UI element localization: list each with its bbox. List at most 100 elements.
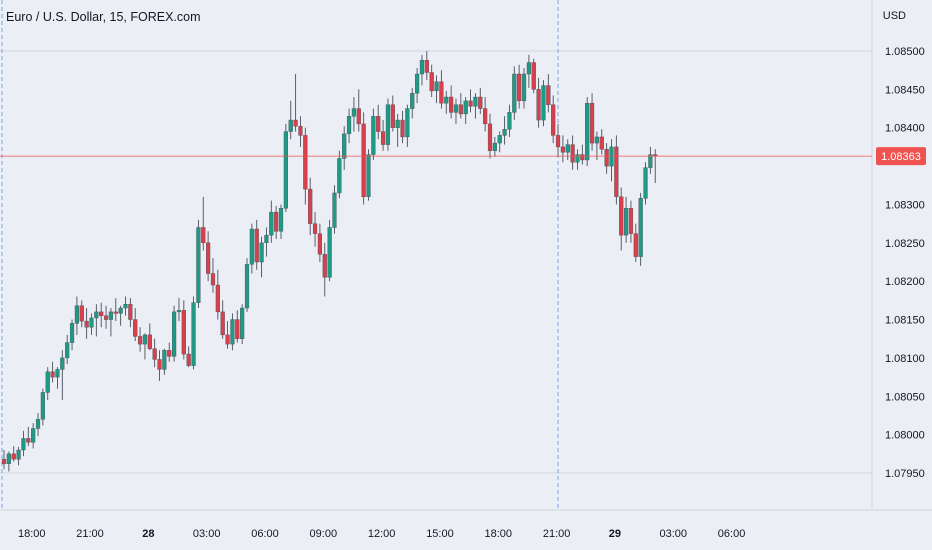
- candle-down: [225, 321, 230, 349]
- x-tick-label: 28: [142, 528, 154, 540]
- candle-body: [560, 146, 565, 153]
- candle-body: [274, 211, 279, 232]
- y-tick-label: 1.08500: [885, 46, 925, 58]
- candle-up: [405, 104, 410, 147]
- candle-up: [288, 100, 293, 140]
- candle-up: [16, 446, 21, 466]
- candle-body: [555, 135, 561, 148]
- candle-up: [643, 162, 648, 205]
- candle-body: [429, 72, 434, 92]
- candle-body: [463, 100, 468, 115]
- candle-up: [176, 298, 182, 322]
- candle-body: [201, 227, 206, 244]
- candle-up: [366, 149, 371, 201]
- candle-up: [35, 413, 41, 437]
- candle-body: [405, 108, 410, 138]
- candle-down: [79, 300, 84, 328]
- candle-body: [410, 92, 415, 109]
- candle-body: [142, 334, 148, 345]
- candle-body: [638, 198, 643, 257]
- candle-up: [283, 123, 288, 213]
- y-tick-label: 1.08250: [885, 238, 925, 250]
- candle-body: [6, 453, 11, 464]
- candle-body: [342, 133, 347, 159]
- y-tick-label: 1.08400: [885, 123, 925, 135]
- candle-body: [254, 228, 259, 263]
- candle-body: [599, 136, 604, 150]
- candle-body: [478, 96, 483, 109]
- candle-down: [147, 323, 152, 351]
- candle-body: [380, 131, 386, 145]
- y-tick-label: 1.08300: [885, 199, 925, 211]
- candle-up: [108, 308, 114, 337]
- candle-body: [531, 62, 536, 90]
- candle-body: [619, 196, 624, 236]
- candle-up: [453, 98, 459, 124]
- candle-body: [487, 123, 493, 151]
- candle-down: [293, 74, 298, 132]
- candle-body: [633, 233, 638, 257]
- candle-up: [463, 97, 468, 124]
- candle-body: [351, 108, 357, 117]
- candle-down: [99, 302, 104, 328]
- candle-down: [26, 426, 31, 447]
- candle-up: [507, 104, 512, 137]
- candle-down: [133, 308, 138, 342]
- x-tick-label: 12:00: [368, 528, 396, 540]
- candle-body: [118, 307, 123, 314]
- candle-up: [623, 196, 629, 243]
- candle-down: [376, 104, 381, 140]
- x-tick-label: 06:00: [251, 528, 279, 540]
- candle-body: [55, 369, 60, 378]
- candle-body: [390, 104, 395, 128]
- candle-body: [128, 304, 133, 320]
- candle-down: [400, 110, 405, 144]
- candle-body: [376, 116, 381, 132]
- candle-up: [351, 97, 357, 132]
- candle-up: [346, 108, 352, 144]
- candle-down: [458, 93, 463, 119]
- candle-body: [11, 453, 16, 460]
- candle-up: [118, 305, 123, 326]
- candle-body: [259, 242, 264, 263]
- candle-up: [594, 131, 600, 160]
- candle-body: [191, 302, 196, 366]
- x-tick-label: 09:00: [310, 528, 338, 540]
- candle-up: [332, 185, 337, 234]
- current-price-line: 1.08363: [0, 147, 926, 166]
- candle-up: [434, 75, 439, 104]
- candle-up: [65, 334, 70, 365]
- candle-body: [434, 81, 439, 92]
- candle-body: [317, 233, 322, 255]
- candle-body: [507, 112, 512, 130]
- candle-body: [225, 334, 230, 345]
- candle-down: [614, 135, 619, 205]
- candle-body: [186, 353, 191, 366]
- candle-up: [259, 236, 264, 278]
- candle-up: [415, 67, 420, 104]
- candle-up: [541, 80, 546, 127]
- candle-body: [327, 227, 332, 278]
- candle-up: [385, 98, 391, 151]
- candle-body: [541, 85, 546, 121]
- candle-down: [589, 93, 595, 151]
- candle-body: [264, 234, 269, 244]
- candle-body: [332, 192, 337, 228]
- candle-down: [103, 305, 109, 329]
- candle-body: [215, 284, 220, 313]
- candle-body: [103, 315, 109, 320]
- x-tick-label: 21:00: [543, 528, 571, 540]
- candle-body: [108, 311, 114, 320]
- candle-body: [346, 116, 352, 135]
- candle-body: [84, 320, 89, 328]
- price-axis[interactable]: 1.08500 1.08450 1.08400 1.08300 1.08250 1.082…: [885, 46, 925, 480]
- candle-down: [157, 350, 162, 381]
- candle-body: [31, 428, 36, 443]
- candle-down: [483, 97, 488, 132]
- candle-body: [308, 188, 313, 224]
- candle-body: [449, 96, 454, 113]
- candle-body: [565, 144, 570, 153]
- time-axis[interactable]: 18:00 21:00 28 03:00 06:00 09:00 12:00 15:00 18:…: [18, 528, 745, 540]
- candle-body: [385, 104, 391, 145]
